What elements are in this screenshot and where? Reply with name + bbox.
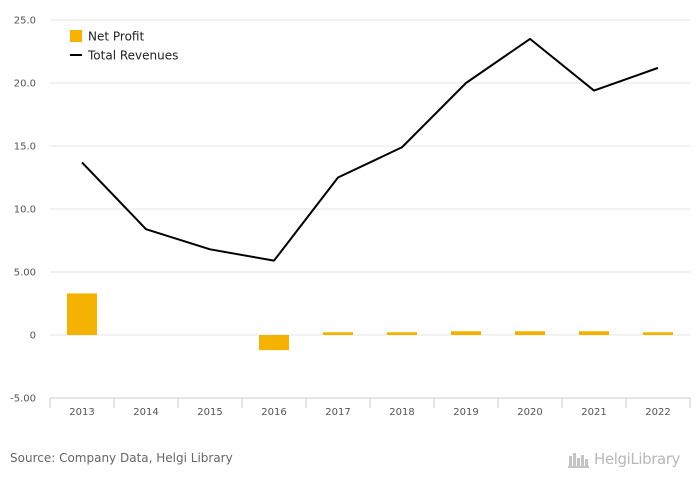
legend-swatch-net-profit bbox=[70, 30, 82, 42]
grid-lines bbox=[50, 19, 690, 399]
net-profit-bar bbox=[579, 331, 609, 335]
total-revenues-point bbox=[337, 177, 339, 179]
x-tick-label: 2022 bbox=[645, 407, 670, 418]
total-revenues-point bbox=[465, 82, 467, 84]
total-revenues-point bbox=[81, 161, 83, 163]
x-tick-label: 2019 bbox=[453, 407, 478, 418]
y-tick-label: 25.0 bbox=[14, 16, 36, 27]
total-revenues-point bbox=[209, 248, 211, 250]
net-profit-bar bbox=[387, 332, 417, 335]
net-profit-bar bbox=[323, 332, 353, 335]
y-tick-label: 5.00 bbox=[14, 268, 36, 279]
y-tick-label: 20.0 bbox=[14, 79, 36, 90]
x-tick-label: 2020 bbox=[517, 407, 542, 418]
brand-name: HelgiLibrary bbox=[594, 450, 681, 468]
net-profit-bar bbox=[259, 335, 289, 351]
total-revenues-point bbox=[529, 38, 531, 40]
x-tick-label: 2015 bbox=[197, 407, 222, 418]
x-tick-label: 2021 bbox=[581, 407, 606, 418]
net-profit-bar bbox=[643, 332, 673, 335]
net-profit-bar bbox=[515, 331, 545, 335]
total-revenues-point bbox=[273, 260, 275, 262]
x-tick-label: 2017 bbox=[325, 407, 350, 418]
total-revenues-point bbox=[657, 67, 659, 69]
x-tick-label: 2013 bbox=[69, 407, 94, 418]
y-tick-label: 15.0 bbox=[14, 142, 36, 153]
brand-logo: HelgiLibrary bbox=[568, 447, 680, 471]
total-revenues-line-path bbox=[81, 37, 659, 262]
x-tick-label: 2014 bbox=[133, 407, 158, 418]
legend-label-net-profit: Net Profit bbox=[88, 30, 144, 44]
y-tick-label: 0 bbox=[30, 331, 36, 342]
net-profit-bars bbox=[67, 293, 673, 351]
source-note: Source: Company Data, Helgi Library bbox=[10, 451, 233, 465]
net-profit-bar bbox=[67, 293, 97, 335]
x-tick-label: 2016 bbox=[261, 407, 286, 418]
y-axis-ticks: 25.0 20.0 15.0 10.0 5.00 0 -5.00 bbox=[10, 16, 36, 405]
y-tick-label: -5.00 bbox=[10, 394, 36, 405]
legend: Net Profit Total Revenues bbox=[70, 30, 178, 63]
chart: 25.020.015.010.05.000-5.00 2013 2014 2015 2… bbox=[10, 16, 691, 418]
x-axis: 2013 2014 2015 2016 2017 2018 2019 2020 2021 2022 bbox=[49, 397, 691, 418]
total-revenues-line bbox=[81, 37, 659, 262]
y-tick-label: 10.0 bbox=[14, 205, 36, 216]
x-tick-label: 2018 bbox=[389, 407, 414, 418]
total-revenues-point bbox=[593, 90, 595, 92]
total-revenues-point bbox=[145, 228, 147, 230]
net-profit-bar bbox=[451, 331, 481, 335]
total-revenues-point bbox=[401, 146, 403, 148]
legend-label-total-revenues: Total Revenues bbox=[87, 49, 178, 63]
library-logo-icon bbox=[568, 453, 589, 468]
